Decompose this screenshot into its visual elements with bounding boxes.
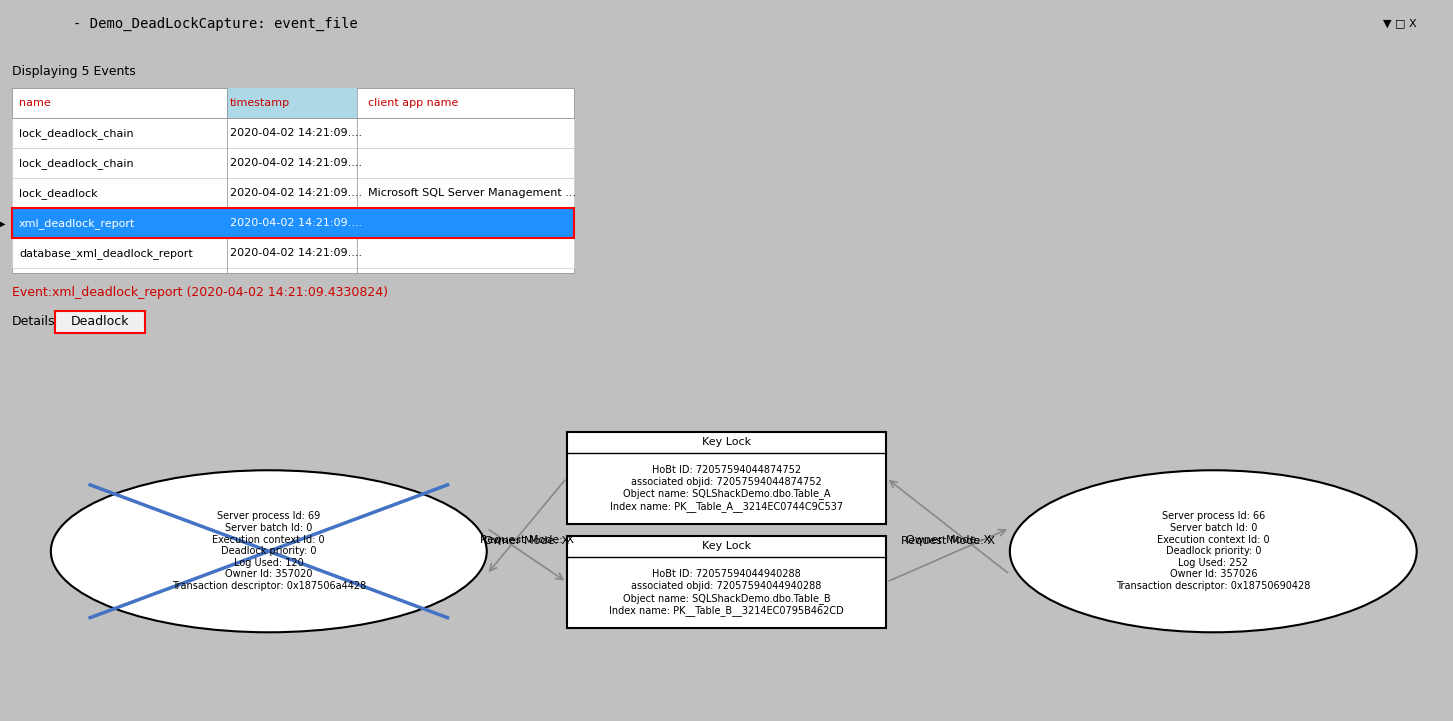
- Text: HoBt ID: 72057594044874752
associated objid: 72057594044874752
Object name: SQLS: HoBt ID: 72057594044874752 associated ob…: [610, 465, 843, 512]
- Text: lock_deadlock_chain: lock_deadlock_chain: [19, 128, 134, 139]
- Text: HoBt ID: 72057594044940288
associated objid: 72057594044940288
Object name: SQLS: HoBt ID: 72057594044940288 associated ob…: [609, 570, 844, 616]
- Text: 2020-04-02 14:21:09....: 2020-04-02 14:21:09....: [230, 218, 362, 229]
- Text: Details: Details: [12, 315, 55, 329]
- Text: timestamp: timestamp: [230, 98, 289, 108]
- Text: lock_deadlock: lock_deadlock: [19, 188, 97, 199]
- Text: Key Lock: Key Lock: [702, 541, 751, 552]
- Text: Deadlock: Deadlock: [71, 315, 129, 329]
- Text: Owner Mode: X: Owner Mode: X: [484, 536, 570, 546]
- Text: ▼ □ X: ▼ □ X: [1383, 19, 1417, 28]
- FancyBboxPatch shape: [12, 208, 574, 239]
- Text: client app name: client app name: [368, 98, 458, 108]
- FancyBboxPatch shape: [12, 178, 574, 208]
- FancyBboxPatch shape: [12, 118, 574, 149]
- Text: Server process Id: 66
Server batch Id: 0
Execution context Id: 0
Deadlock priori: Server process Id: 66 Server batch Id: 0…: [1116, 511, 1311, 591]
- Text: 2020-04-02 14:21:09....: 2020-04-02 14:21:09....: [230, 159, 362, 169]
- Text: 2020-04-02 14:21:09....: 2020-04-02 14:21:09....: [230, 248, 362, 258]
- Text: Request Mode: X: Request Mode: X: [901, 536, 995, 546]
- FancyBboxPatch shape: [227, 89, 357, 118]
- Text: 2020-04-02 14:21:09....: 2020-04-02 14:21:09....: [230, 188, 362, 198]
- Text: Server process Id: 69
Server batch Id: 0
Execution context Id: 0
Deadlock priori: Server process Id: 69 Server batch Id: 0…: [171, 511, 366, 591]
- Ellipse shape: [51, 470, 487, 632]
- Text: name: name: [19, 98, 51, 108]
- Text: Request Mode: X: Request Mode: X: [479, 536, 574, 546]
- FancyBboxPatch shape: [12, 149, 574, 178]
- Text: Key Lock: Key Lock: [702, 438, 751, 447]
- Text: - Demo_DeadLockCapture: event_file: - Demo_DeadLockCapture: event_file: [73, 17, 357, 30]
- FancyBboxPatch shape: [12, 89, 574, 273]
- Text: Owner Mode: X: Owner Mode: X: [905, 536, 991, 546]
- Text: Microsoft SQL Server Management ...: Microsoft SQL Server Management ...: [368, 188, 575, 198]
- Text: ▶: ▶: [0, 218, 6, 229]
- Bar: [567, 432, 886, 524]
- FancyBboxPatch shape: [574, 47, 1453, 278]
- Text: database_xml_deadlock_report: database_xml_deadlock_report: [19, 248, 193, 259]
- Text: Event:xml_deadlock_report (2020-04-02 14:21:09.4330824): Event:xml_deadlock_report (2020-04-02 14…: [12, 286, 388, 299]
- Text: 2020-04-02 14:21:09....: 2020-04-02 14:21:09....: [230, 128, 362, 138]
- FancyBboxPatch shape: [12, 239, 574, 268]
- Bar: [567, 536, 886, 629]
- Text: xml_deadlock_report: xml_deadlock_report: [19, 218, 135, 229]
- FancyBboxPatch shape: [55, 311, 145, 333]
- Text: Displaying 5 Events: Displaying 5 Events: [12, 66, 135, 79]
- Text: lock_deadlock_chain: lock_deadlock_chain: [19, 158, 134, 169]
- Ellipse shape: [1010, 470, 1417, 632]
